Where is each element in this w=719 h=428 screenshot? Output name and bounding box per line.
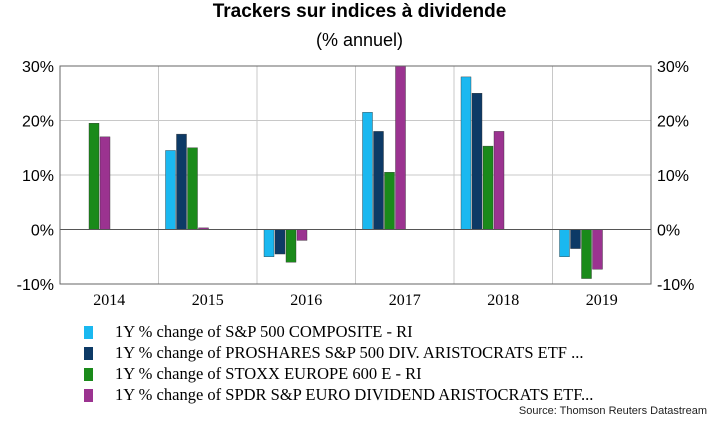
bar: [395, 65, 406, 230]
bar: [165, 150, 176, 230]
bar: [559, 229, 570, 257]
bar: [285, 229, 297, 263]
legend-item-stoxx: 1Y % change of STOXX EUROPE 600 E - RI: [84, 363, 593, 384]
chart-subtitle: (% annuel): [315, 30, 404, 50]
x-tick-label: 2019: [586, 292, 618, 309]
bar: [570, 229, 581, 249]
legend-label-spdr: 1Y % change of SPDR S&P EURO DIVIDEND AR…: [115, 385, 594, 404]
y-tick-label-left: 10%: [22, 168, 54, 185]
bar: [384, 172, 395, 230]
bar: [296, 229, 308, 241]
bar: [187, 147, 198, 230]
bar: [176, 133, 187, 230]
bar: [274, 229, 286, 255]
source-note: Source: Thomson Reuters Datastream: [518, 405, 707, 417]
y-tick-label-right: 30%: [657, 59, 689, 76]
y-tick-label-right: 0%: [657, 223, 680, 240]
x-tick-label: 2018: [487, 292, 519, 309]
y-tick-label-right: 20%: [657, 114, 689, 131]
bar: [592, 229, 603, 270]
bar: [99, 136, 111, 230]
x-tick-label: 2014: [93, 292, 125, 309]
legend-swatch-sp500: [84, 326, 93, 339]
bar: [362, 112, 373, 230]
bar: [493, 131, 505, 230]
legend-swatch-stoxx: [84, 368, 93, 381]
legend-label-proshares: 1Y % change of PROSHARES S&P 500 DIV. AR…: [115, 343, 584, 362]
legend-swatch-spdr: [84, 389, 93, 402]
plot-frame: [59, 65, 652, 285]
legend-label-sp500: 1Y % change of S&P 500 COMPOSITE - RI: [115, 322, 413, 341]
x-tick-label: 2016: [290, 292, 322, 309]
legend-item-spdr: 1Y % change of SPDR S&P EURO DIVIDEND AR…: [84, 384, 593, 405]
bar: [471, 93, 483, 230]
bar: [460, 76, 472, 230]
y-tick-label-right: 10%: [657, 168, 689, 185]
legend-item-proshares: 1Y % change of PROSHARES S&P 500 DIV. AR…: [84, 342, 593, 363]
chart-title: Trackers sur indices à dividende: [212, 1, 507, 22]
legend-swatch-proshares: [84, 347, 93, 360]
y-tick-label-left: 20%: [22, 114, 54, 131]
chart-legend: 1Y % change of S&P 500 COMPOSITE - RI 1Y…: [84, 321, 593, 405]
legend-label-stoxx: 1Y % change of STOXX EUROPE 600 E - RI: [115, 364, 422, 383]
bar: [373, 131, 384, 230]
y-tick-label-right: -10%: [657, 277, 694, 294]
x-tick-label: 2015: [192, 292, 224, 309]
y-tick-label-left: 30%: [22, 59, 54, 76]
bar: [581, 229, 592, 279]
bar: [482, 145, 494, 230]
legend-item-sp500: 1Y % change of S&P 500 COMPOSITE - RI: [84, 321, 593, 342]
bar: [88, 123, 100, 230]
y-tick-label-left: 0%: [31, 223, 54, 240]
bar: [263, 229, 275, 257]
x-tick-label: 2017: [389, 292, 421, 309]
y-tick-label-left: -10%: [17, 277, 54, 294]
